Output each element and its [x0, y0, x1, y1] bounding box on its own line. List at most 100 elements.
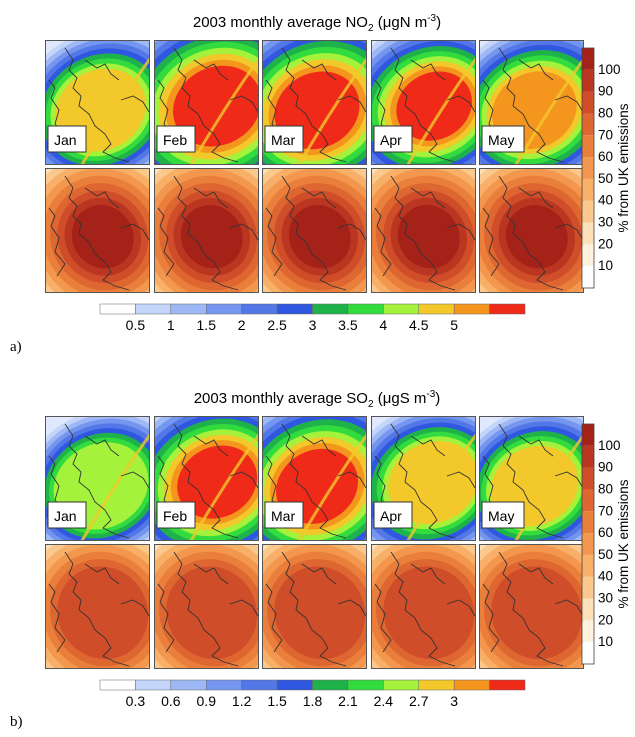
percent-colorbar-segment — [582, 533, 594, 555]
percent-colorbar-segment — [582, 157, 594, 179]
concentration-tick-label: 1.5 — [267, 693, 287, 709]
concentration-colorbar-segment — [418, 303, 455, 315]
percent-colorbar-segment — [582, 620, 594, 643]
concentration-tick-label: 3.5 — [338, 317, 358, 333]
percent-colorbar-segment — [582, 598, 594, 621]
percent-colorbar-segment — [582, 48, 594, 70]
percent-colorbar-segment — [582, 222, 594, 245]
percent-colorbar-segment — [582, 200, 594, 223]
percent-tick-label: 20 — [598, 612, 613, 627]
percent-tick-label: 70 — [598, 127, 613, 142]
month-label-may: May — [488, 132, 514, 148]
concentration-colorbar-segment — [170, 679, 207, 691]
concentration-tick-label: 0.9 — [197, 693, 217, 709]
percent-axis-label: % from UK emissions — [616, 103, 631, 232]
concentration-colorbar-segment — [241, 679, 278, 691]
month-label-box — [47, 501, 87, 529]
percent-tick-label: 10 — [598, 634, 613, 649]
percent-tick-label: 30 — [598, 591, 613, 606]
concentration-colorbar-segment — [383, 679, 420, 691]
percent-tick-label: 60 — [598, 525, 613, 540]
month-label-box — [373, 125, 413, 153]
concentration-tick-label: 2.1 — [338, 693, 358, 709]
concentration-tick-label: 5 — [450, 317, 458, 333]
percent-colorbar-segment — [582, 266, 594, 288]
panel-title: 2003 monthly average NO2 (μgN m-3) — [193, 13, 441, 34]
concentration-colorbar-segment — [347, 303, 384, 315]
percent-map-mar — [262, 544, 367, 669]
concentration-tick-label: 0.6 — [161, 693, 181, 709]
month-label-box — [481, 125, 525, 153]
percent-tick-label: 70 — [598, 503, 613, 518]
percent-colorbar-segment — [582, 576, 594, 599]
percent-tick-label: 80 — [598, 481, 613, 496]
month-label-jan: Jan — [54, 508, 77, 524]
month-label-mar: Mar — [271, 132, 295, 148]
percent-map-feb — [154, 168, 259, 293]
concentration-colorbar-segment — [383, 303, 420, 315]
percent-colorbar-segment — [582, 244, 594, 267]
percent-map-may — [479, 544, 584, 669]
concentration-tick-label: 2.5 — [267, 317, 287, 333]
month-label-jan: Jan — [54, 132, 77, 148]
percent-colorbar-segment — [582, 135, 594, 158]
month-label-box — [156, 125, 196, 153]
month-label-apr: Apr — [380, 132, 402, 148]
percent-tick-label: 40 — [598, 569, 613, 584]
concentration-colorbar-segment — [241, 303, 278, 315]
concentration-tick-label: 0.3 — [126, 693, 146, 709]
percent-map-jan — [45, 168, 150, 293]
percent-colorbar-segment — [582, 467, 594, 490]
concentration-colorbar-segment — [489, 679, 526, 691]
concentration-colorbar-segment — [276, 303, 313, 315]
percent-tick-label: 90 — [598, 84, 613, 99]
concentration-colorbar-segment — [135, 303, 172, 315]
percent-colorbar-segment — [582, 445, 594, 468]
panel-title: 2003 monthly average SO2 (μgS m-3) — [194, 389, 441, 410]
percent-tick-label: 60 — [598, 149, 613, 164]
percent-axis-label: % from UK emissions — [616, 479, 631, 608]
month-label-box — [373, 501, 413, 529]
month-label-box — [481, 501, 525, 529]
percent-map-may — [479, 168, 584, 293]
percent-map-apr — [371, 544, 476, 669]
concentration-tick-label: 0.5 — [126, 317, 146, 333]
percent-tick-label: 10 — [598, 258, 613, 273]
percent-tick-label: 30 — [598, 215, 613, 230]
panel-a-letter: a) — [10, 339, 22, 355]
percent-colorbar-segment — [582, 489, 594, 512]
concentration-tick-label: 1.8 — [303, 693, 323, 709]
concentration-tick-label: 1.2 — [232, 693, 252, 709]
month-label-box — [156, 501, 196, 529]
concentration-colorbar-segment — [276, 679, 313, 691]
percent-colorbar-segment — [582, 69, 594, 92]
concentration-colorbar-segment — [135, 679, 172, 691]
concentration-colorbar-segment — [347, 679, 384, 691]
month-label-mar: Mar — [271, 508, 295, 524]
percent-map-mar — [262, 168, 367, 293]
concentration-tick-label: 2 — [238, 317, 246, 333]
percent-colorbar-segment — [582, 511, 594, 534]
percent-colorbar-segment — [582, 554, 594, 577]
concentration-colorbar-segment — [206, 303, 242, 315]
concentration-tick-label: 4 — [379, 317, 387, 333]
percent-tick-label: 100 — [598, 62, 621, 77]
percent-colorbar-segment — [582, 113, 594, 136]
concentration-tick-label: 3 — [450, 693, 458, 709]
month-label-apr: Apr — [380, 508, 402, 524]
concentration-colorbar-segment — [206, 679, 242, 691]
percent-tick-label: 50 — [598, 171, 613, 186]
month-label-box — [264, 125, 304, 153]
percent-map-jan — [45, 544, 150, 669]
concentration-tick-label: 1 — [167, 317, 175, 333]
percent-tick-label: 20 — [598, 236, 613, 251]
concentration-colorbar-segment — [453, 303, 490, 315]
month-label-box — [47, 125, 87, 153]
percent-map-apr — [371, 168, 476, 293]
percent-tick-label: 40 — [598, 193, 613, 208]
percent-colorbar-segment — [582, 178, 594, 201]
percent-colorbar-segment — [582, 91, 594, 114]
concentration-tick-label: 1.5 — [197, 317, 217, 333]
month-label-may: May — [488, 508, 514, 524]
